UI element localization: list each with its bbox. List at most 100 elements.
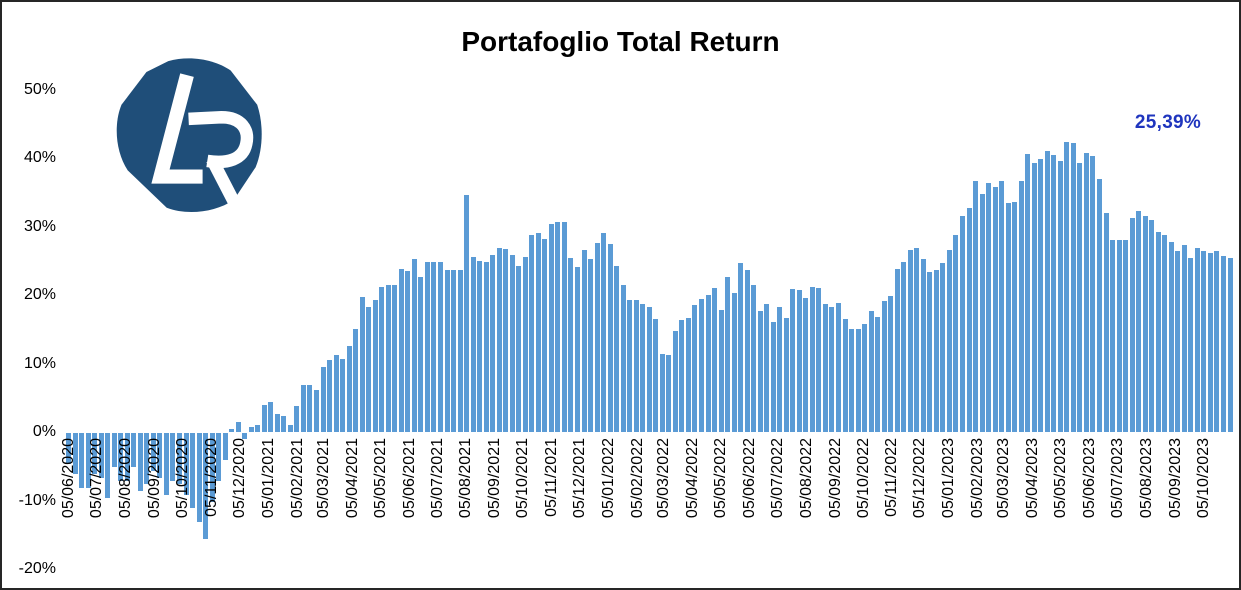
bar [398,269,404,432]
bar [614,266,620,432]
bar [190,433,195,508]
bar [894,269,900,432]
bar [1175,251,1181,432]
bar [1123,240,1129,432]
bar [1214,251,1220,432]
bar [640,304,646,432]
bar [777,307,783,432]
bar [222,433,228,460]
bar [170,433,176,481]
y-axis-label: -10% [18,492,56,509]
bar [483,262,489,432]
bar [522,257,528,432]
bar [1077,163,1083,432]
bar [718,310,724,432]
bar [666,355,672,432]
x-axis-label: 05/09/2023 [1166,438,1184,519]
bar [294,406,300,432]
bar [261,405,267,432]
bar [444,270,450,432]
bar [731,293,737,432]
bar [999,181,1005,432]
y-axis-label: 30% [23,218,56,235]
bar [1070,143,1076,432]
bar [66,433,71,464]
bar [105,433,111,498]
bar [575,267,580,432]
bar [581,250,587,432]
bar [601,233,607,432]
bar [698,299,704,432]
bar [764,304,770,432]
bar [470,257,476,432]
bar [346,346,352,432]
bar [555,222,561,432]
bar [451,270,456,432]
bar [712,288,717,432]
bar [705,295,711,432]
bar [372,300,378,432]
bar [940,263,946,432]
bar [1142,216,1148,432]
bar [98,433,104,478]
bar [692,305,698,432]
x-axis-label: 05/01/2021 [259,438,277,519]
bar [1038,159,1044,432]
bar [385,285,391,432]
bar [248,427,254,432]
bar [157,433,163,478]
bar [509,255,515,432]
bar [216,433,222,481]
bar [1188,258,1194,432]
bar [770,322,776,432]
bar [137,433,143,491]
x-axis-label: 05/07/2023 [1108,438,1126,519]
bar [209,433,215,502]
y-axis-label: 20% [23,286,56,303]
bar [490,255,496,432]
bar [340,359,346,432]
bar [366,307,372,432]
bar [1149,220,1155,432]
bar [796,290,802,432]
bar [757,311,763,432]
bar [1220,256,1226,432]
x-axis-label: 05/07/2021 [428,438,446,519]
bar [868,311,874,432]
bar [561,222,567,432]
bar [424,262,430,432]
bar [405,271,411,432]
bar [946,250,952,432]
bar [150,433,156,471]
bar [163,433,169,495]
bar [535,233,541,432]
bar [959,216,965,432]
bar [516,266,522,432]
x-axis-label: 05/08/2020 [117,438,135,519]
bar [503,249,509,432]
bar [822,304,828,432]
bar [353,329,359,432]
x-axis-label: 05/07/2020 [88,438,106,519]
bar [359,297,365,432]
x-axis-label: 05/12/2021 [571,438,589,519]
bar [633,300,639,432]
bar [255,425,261,432]
x-axis-label: 05/04/2023 [1024,438,1042,519]
bar [914,248,920,432]
x-axis-label: 05/11/2021 [543,438,561,517]
x-axis-label: 05/01/2022 [600,438,617,519]
x-axis-label: 05/03/2021 [314,438,332,519]
bar [992,187,998,432]
x-axis-label: 05/08/2023 [1137,438,1155,519]
bar [953,235,959,432]
bar [1194,248,1200,432]
bar [1025,154,1031,432]
x-axis-label: 05/12/2020 [230,438,248,519]
bar [1005,203,1011,432]
bar [927,272,933,432]
bar [287,425,293,432]
bar [1103,213,1109,432]
bar [464,195,469,432]
